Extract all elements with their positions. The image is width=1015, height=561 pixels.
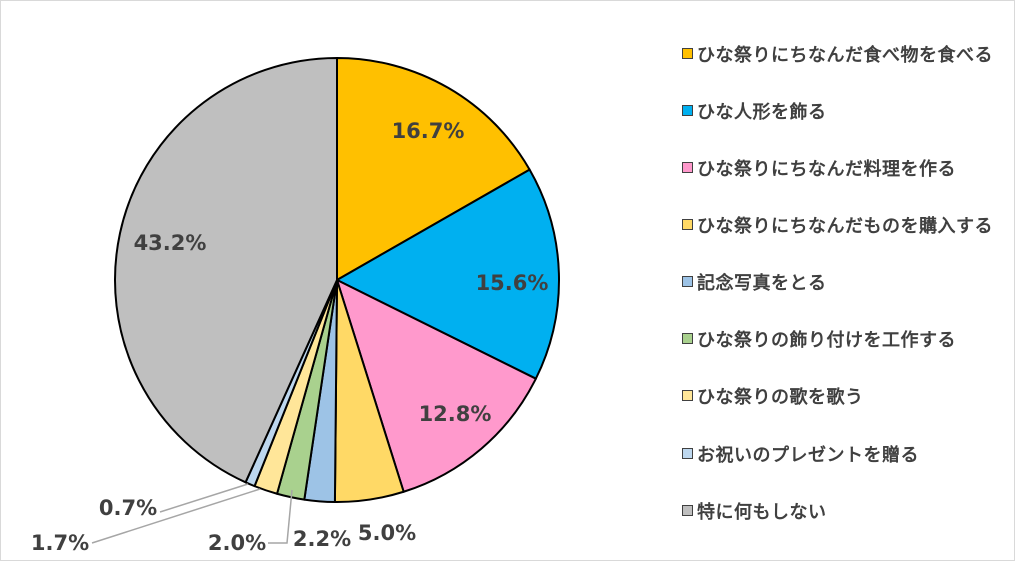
pie-slice-1 [336,57,531,281]
legend-item-6: ひな祭りの飾り付けを工作する [680,325,1010,375]
legend-label: 記念写真をとる [697,273,827,294]
legend-item-9: 特に何もしない [680,497,1010,547]
data-label-8: 0.7% [99,496,157,520]
legend-swatch [682,390,693,401]
leader-line-8 [159,483,249,513]
data-label-2: 15.6% [476,271,549,295]
data-label-5: 2.2% [293,527,351,551]
data-label-4: 5.0% [358,521,416,545]
legend-label: ひな祭りの歌を歌う [697,387,864,408]
legend-label: ひな祭りにちなんだものを購入する [697,216,993,237]
pie-slice-2 [336,168,560,380]
legend-swatch [682,333,693,344]
legend-swatch [682,276,693,287]
legend-item-8: お祝いのプレゼントを贈る [680,440,1010,490]
data-label-6: 2.0% [208,531,266,555]
data-label-3: 12.8% [419,402,492,426]
data-label-9: 43.2% [134,231,207,255]
legend-item-5: 記念写真をとる [680,268,1010,318]
pie-slice-3 [336,279,537,493]
legend-swatch [682,505,693,516]
legend-label: ひな人形を飾る [697,102,827,123]
legend-label: ひな祭りにちなんだ料理を作る [697,159,956,180]
legend-swatch [682,448,693,459]
legend-swatch [682,219,693,230]
legend-item-2: ひな人形を飾る [680,97,1010,147]
legend-swatch [682,48,693,59]
legend-item-3: ひな祭りにちなんだ料理を作る [680,154,1010,204]
legend-item-1: ひな祭りにちなんだ食べ物を食べる [680,40,1010,90]
leader-line-7 [91,488,261,544]
legend-item-4: ひな祭りにちなんだものを購入する [680,211,1010,261]
legend-swatch [682,162,693,173]
leader-line-6 [268,489,293,544]
legend-label: お祝いのプレゼントを贈る [697,445,919,466]
data-label-7: 1.7% [31,531,89,555]
pie-slice-9 [114,57,338,484]
data-label-1: 16.7% [392,119,465,143]
legend-swatch [682,105,693,116]
legend-item-7: ひな祭りの歌を歌う [680,382,1010,432]
legend-label: ひな祭りの飾り付けを工作する [697,330,956,351]
legend-label: 特に何もしない [697,502,827,523]
legend-label: ひな祭りにちなんだ食べ物を食べる [697,45,993,66]
